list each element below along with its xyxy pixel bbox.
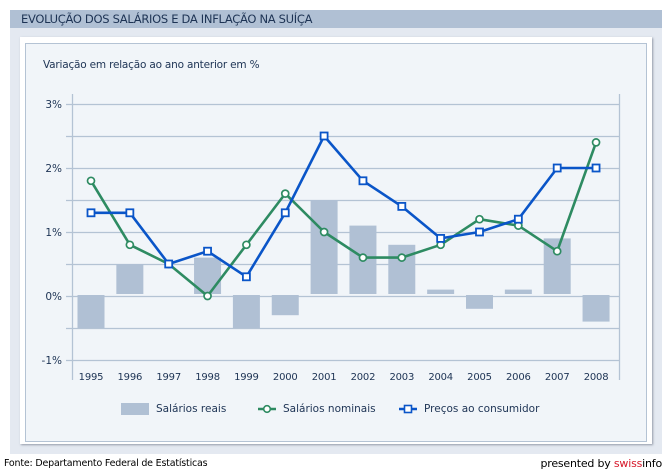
point-nominal-wages <box>203 291 212 301</box>
legend-bar-swatch <box>121 403 149 415</box>
x-tick-label: 2001 <box>312 372 337 383</box>
series-lines <box>86 131 601 301</box>
x-tick-label: 2004 <box>428 372 453 383</box>
point-nominal-wages <box>591 138 601 147</box>
bar <box>388 244 416 294</box>
x-tick-label: 2005 <box>467 372 492 383</box>
brand-info: info <box>642 457 662 470</box>
x-tick-label: 2006 <box>506 372 531 383</box>
bar <box>543 238 571 294</box>
x-tick-label: 1995 <box>79 372 104 383</box>
point-consumer-prices <box>86 208 96 218</box>
x-tick-label: 2000 <box>273 372 298 383</box>
point-consumer-prices <box>280 208 290 218</box>
point-consumer-prices <box>591 163 601 173</box>
legend-label: Preços ao consumidor <box>424 403 540 415</box>
point-nominal-wages <box>280 189 290 198</box>
source-note: Fonte: Departamento Federal de Estatísti… <box>4 458 208 469</box>
point-nominal-wages <box>242 240 251 250</box>
point-consumer-prices <box>125 208 135 218</box>
bars-real-wages <box>77 200 610 328</box>
point-nominal-wages <box>475 214 484 224</box>
y-tick-labels: 3% 2% 1% 0% -1% <box>42 99 62 367</box>
x-tick-label: 2003 <box>389 372 414 383</box>
legend-item-consumer-prices: Preços ao consumidor <box>398 403 539 415</box>
point-nominal-wages <box>319 227 329 237</box>
point-consumer-prices <box>513 214 523 224</box>
y-tick-label: 1% <box>45 227 62 239</box>
bar <box>77 295 105 328</box>
point-nominal-wages <box>397 253 407 262</box>
point-consumer-prices <box>319 131 329 141</box>
bar <box>427 289 455 294</box>
point-consumer-prices <box>436 233 446 243</box>
bar <box>310 200 338 294</box>
point-nominal-wages <box>358 253 368 262</box>
x-tick-label: 1999 <box>234 372 259 383</box>
y-tick-label: 2% <box>45 163 62 175</box>
line-consumer-prices <box>91 134 597 279</box>
y-tick-label: 3% <box>45 99 62 111</box>
point-consumer-prices <box>397 201 407 211</box>
legend-label: Salários reais <box>156 403 227 415</box>
x-tick-label: 2002 <box>351 372 376 383</box>
x-tick-label: 2007 <box>545 372 570 383</box>
point-nominal-wages <box>552 246 562 256</box>
point-consumer-prices <box>475 227 484 237</box>
point-consumer-prices <box>203 246 212 256</box>
bar <box>582 295 610 322</box>
point-nominal-wages <box>125 240 135 250</box>
header-bar: EVOLUÇÃO DOS SALÁRIOS E DA INFLAÇÃO NA S… <box>10 10 662 28</box>
presented-by[interactable]: presented by swissinfo <box>540 457 662 470</box>
legend-label: Salários nominais <box>283 403 376 415</box>
y-tick-label: 0% <box>45 291 62 303</box>
legend-circle-marker-icon <box>258 404 276 414</box>
point-consumer-prices <box>552 163 562 173</box>
bar <box>116 264 144 294</box>
point-consumer-prices <box>241 272 251 282</box>
bar <box>504 289 532 294</box>
presented-by-text: presented by <box>540 457 614 470</box>
x-tick-label: 1996 <box>118 372 143 383</box>
bar <box>271 295 299 316</box>
line-nominal-wages <box>89 141 598 298</box>
point-nominal-wages <box>86 176 96 186</box>
point-consumer-prices <box>164 259 174 269</box>
point-consumer-prices <box>358 176 368 186</box>
x-tick-label: 2008 <box>584 372 609 383</box>
x-tick-label: 1998 <box>195 372 220 383</box>
y-tick-label: -1% <box>42 355 62 367</box>
x-tick-label: 1997 <box>156 372 181 383</box>
bar <box>466 295 493 309</box>
chart-title: EVOLUÇÃO DOS SALÁRIOS E DA INFLAÇÃO NA S… <box>21 12 313 26</box>
bar <box>232 295 260 328</box>
brand-swiss: swiss <box>613 457 643 470</box>
legend-item-real-wages: Salários reais <box>121 403 226 415</box>
legend-item-nominal-wages: Salários nominais <box>257 403 376 415</box>
x-tick-labels: 1995 1996 1997 1998 1999 2000 2001 2002 2003 2004… <box>79 372 609 383</box>
chart-subtitle: Variação em relação ao ano anterior em % <box>43 59 260 71</box>
legend-square-marker-icon <box>399 404 417 414</box>
